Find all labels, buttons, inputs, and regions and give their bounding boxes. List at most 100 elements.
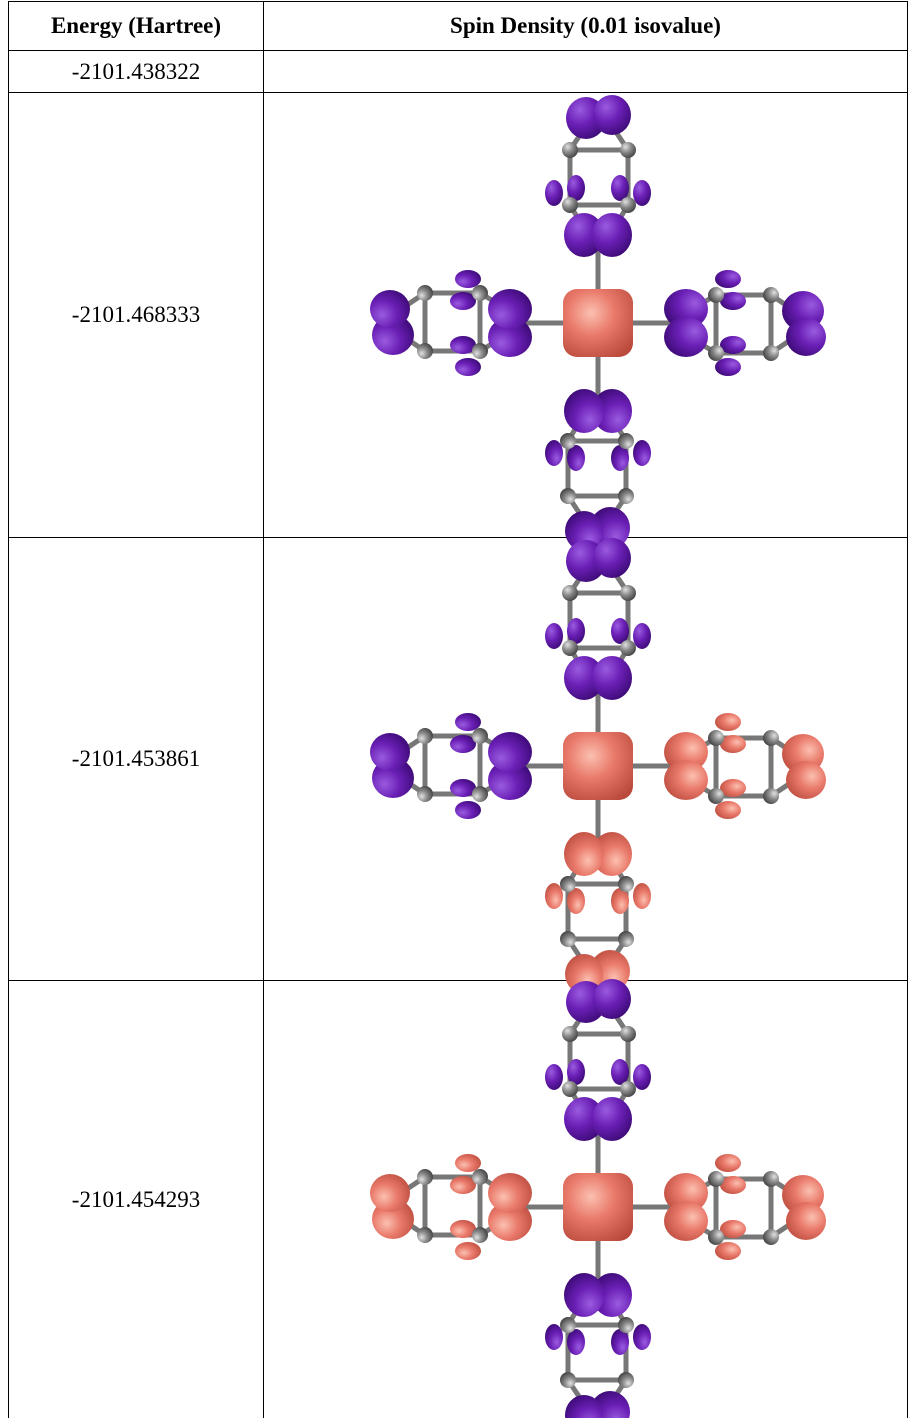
spin-lobe xyxy=(715,713,741,731)
atom xyxy=(417,786,433,802)
metal-center xyxy=(563,732,633,800)
spin-lobe xyxy=(592,832,632,876)
spin-lobe xyxy=(545,440,563,466)
atom xyxy=(763,788,779,804)
spin-lobe xyxy=(545,623,563,649)
spin-lobe xyxy=(564,389,604,433)
atom xyxy=(417,728,433,744)
spin-lobe xyxy=(593,979,631,1019)
atom xyxy=(620,1081,636,1097)
spin-lobe xyxy=(633,1324,651,1350)
spin-lobe xyxy=(664,1201,708,1241)
atom xyxy=(620,1026,636,1042)
ligand-arm xyxy=(545,796,651,994)
spin-lobe xyxy=(611,1059,629,1085)
spin-lobe xyxy=(715,358,741,376)
table-border xyxy=(8,92,908,93)
spin-lobe xyxy=(455,358,481,376)
spin-lobe xyxy=(611,1329,629,1355)
atom xyxy=(620,142,636,158)
spin-lobe xyxy=(633,883,651,909)
ligand-arm xyxy=(628,713,826,819)
atom xyxy=(763,1229,779,1245)
atom xyxy=(560,876,576,892)
spin-lobe xyxy=(593,95,631,135)
atom xyxy=(708,788,724,804)
spin-lobe xyxy=(715,801,741,819)
spin-lobe xyxy=(611,445,629,471)
atom xyxy=(472,786,488,802)
metal-center xyxy=(563,289,633,357)
table-border xyxy=(8,537,908,538)
ligand-arm xyxy=(545,538,651,736)
atom xyxy=(560,1317,576,1333)
ligand-arm xyxy=(545,95,651,293)
spin-lobe xyxy=(664,317,708,357)
spin-lobe xyxy=(564,1273,604,1317)
spin-lobe xyxy=(370,733,410,771)
spin-lobe xyxy=(664,732,708,772)
atom xyxy=(618,876,634,892)
atom xyxy=(763,345,779,361)
spin-lobe xyxy=(565,511,603,551)
spin-lobe xyxy=(720,1176,746,1194)
ligand-arm xyxy=(370,270,568,376)
atom xyxy=(620,585,636,601)
spin-lobe xyxy=(715,1154,741,1172)
header-cell: Spin Density (0.01 isovalue) xyxy=(450,13,721,38)
table-border xyxy=(907,1,908,1418)
spin-lobe xyxy=(545,1064,563,1090)
atom xyxy=(618,931,634,947)
energy-cell: -2101.468333 xyxy=(71,302,201,327)
energy-cell: -2101.453861 xyxy=(71,746,201,771)
atom xyxy=(562,640,578,656)
atom xyxy=(708,730,724,746)
ligand-arm xyxy=(628,1154,826,1260)
spin-lobe xyxy=(545,180,563,206)
atom xyxy=(562,1081,578,1097)
atom xyxy=(472,1169,488,1185)
spin-lobe xyxy=(488,1201,532,1241)
spin-lobe xyxy=(564,832,604,876)
ligand-arm xyxy=(545,979,651,1177)
atom xyxy=(708,1229,724,1245)
spin-lobe xyxy=(720,1220,746,1238)
spin-lobe xyxy=(611,175,629,201)
atom xyxy=(618,488,634,504)
atom xyxy=(620,640,636,656)
molecule xyxy=(370,979,826,1418)
atom xyxy=(620,197,636,213)
spin-lobe xyxy=(450,1176,476,1194)
ligand-arm xyxy=(545,353,651,551)
atom xyxy=(560,931,576,947)
atom xyxy=(560,1372,576,1388)
spin-lobe xyxy=(592,1273,632,1317)
spin-lobe xyxy=(564,656,604,700)
spin-lobe xyxy=(455,270,481,288)
metal-center xyxy=(563,1173,633,1241)
atom xyxy=(562,197,578,213)
spin-lobe xyxy=(786,761,826,799)
spin-lobe xyxy=(450,1220,476,1238)
atom xyxy=(560,433,576,449)
atom xyxy=(562,142,578,158)
spin-lobe xyxy=(664,1173,708,1213)
atom xyxy=(618,433,634,449)
table-border xyxy=(263,1,264,1418)
spin-lobe xyxy=(611,888,629,914)
spin-lobe xyxy=(455,1242,481,1260)
atom xyxy=(472,728,488,744)
spin-lobe xyxy=(567,1329,585,1355)
spin-lobe xyxy=(488,760,532,800)
spin-lobe xyxy=(592,213,632,257)
atom xyxy=(472,343,488,359)
spin-lobe xyxy=(545,883,563,909)
spin-lobe xyxy=(633,440,651,466)
table-border xyxy=(8,1,908,2)
spin-lobe xyxy=(455,1154,481,1172)
spin-lobe xyxy=(720,735,746,753)
molecule xyxy=(370,538,826,994)
spin-lobe xyxy=(450,735,476,753)
molecule xyxy=(370,95,826,551)
ligand-arm xyxy=(370,713,568,819)
